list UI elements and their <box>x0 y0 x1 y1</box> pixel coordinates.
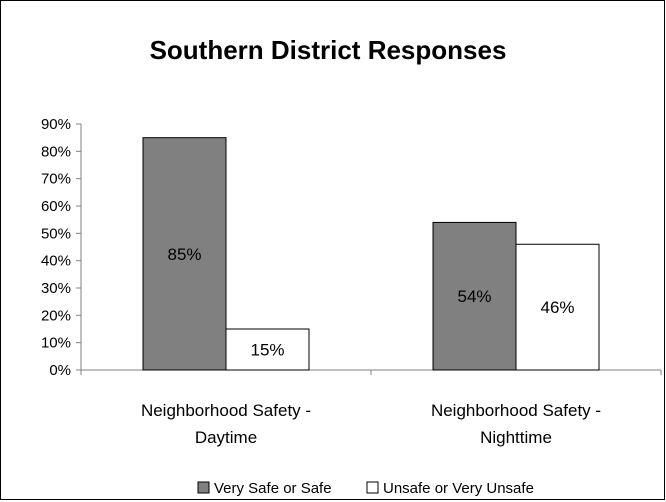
legend-label: Very Safe or Safe <box>214 480 332 497</box>
y-tick-label: 60% <box>41 198 71 215</box>
y-tick-label: 10% <box>41 335 71 352</box>
x-category-label: Daytime <box>195 428 257 447</box>
x-category-label: Neighborhood Safety - <box>431 401 601 420</box>
chart-title: Southern District Responses <box>150 35 507 65</box>
y-tick-label: 70% <box>41 171 71 188</box>
y-tick-label: 0% <box>49 362 71 379</box>
legend-swatch <box>197 481 210 494</box>
y-tick-label: 40% <box>41 253 71 270</box>
bar <box>142 137 227 371</box>
y-tick-label: 20% <box>41 307 71 324</box>
bar <box>515 243 600 371</box>
y-tick-label: 50% <box>41 225 71 242</box>
data-label: 46% <box>540 298 574 317</box>
x-category-label: Nighttime <box>480 428 552 447</box>
legend-swatch <box>366 481 379 494</box>
y-tick-label: 80% <box>41 143 71 160</box>
data-label: 54% <box>457 287 491 306</box>
bar <box>432 221 517 371</box>
data-label: 85% <box>167 245 201 264</box>
data-label: 15% <box>250 341 284 360</box>
x-category-label: Neighborhood Safety - <box>141 401 311 420</box>
plot-area: 0% 10% 20% 30% 40% 50% 60% 70% 80% 90% 85% 15% Neigh… <box>41 116 662 447</box>
y-tick-label: 30% <box>41 280 71 297</box>
legend-label: Unsafe or Very Unsafe <box>383 480 534 497</box>
legend: Very Safe or Safe Unsafe or Very Unsafe <box>197 480 534 497</box>
bar <box>225 328 310 371</box>
y-tick-label: 90% <box>41 116 71 133</box>
